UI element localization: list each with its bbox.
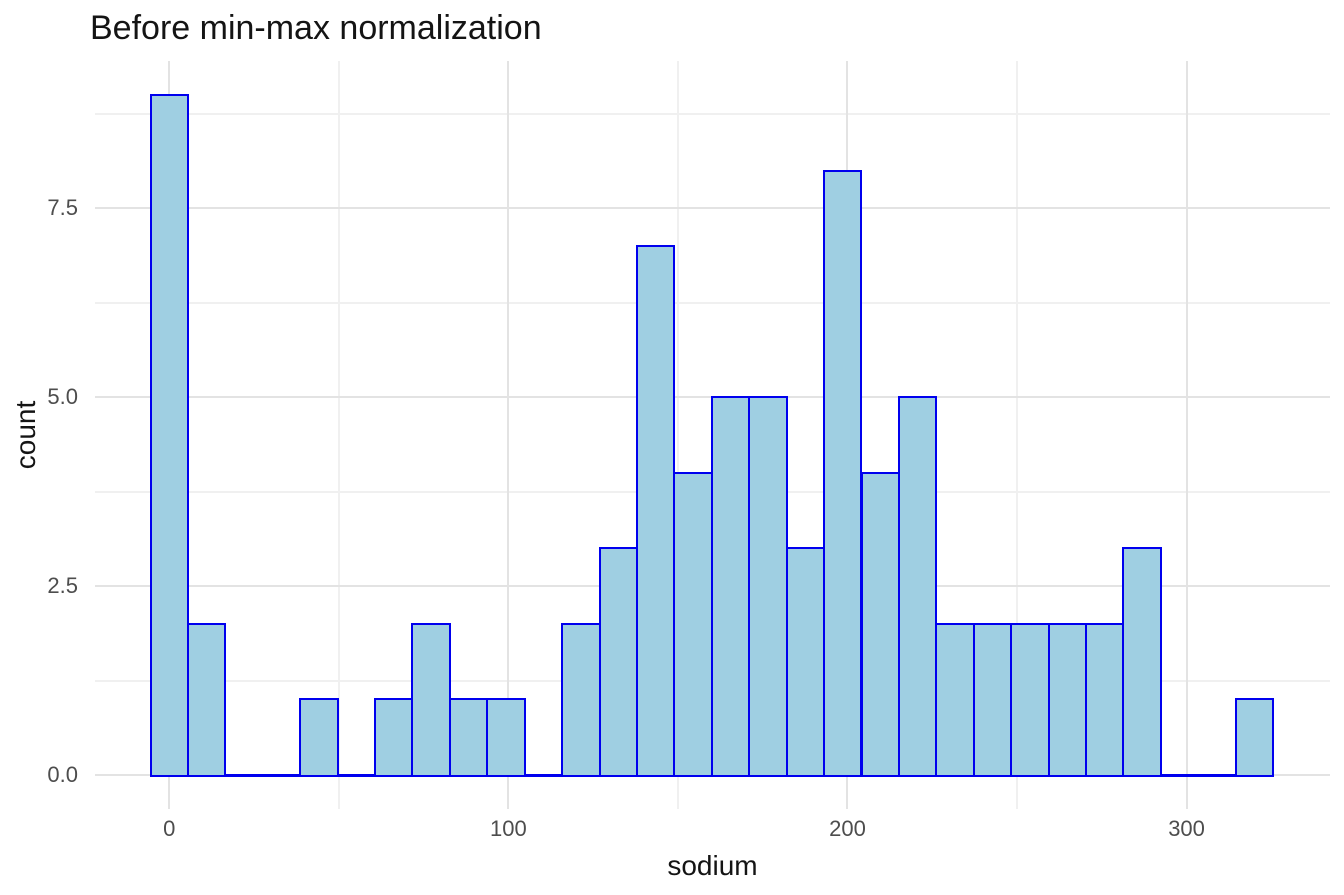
y-minor-gridline [95, 112, 1330, 115]
y-tick-label: 5.0 [47, 384, 78, 410]
x-tick-label: 100 [490, 816, 527, 841]
histogram-bar [785, 547, 826, 777]
y-axis-tick-labels: 0.0 2.5 5.0 7.5 [0, 61, 95, 809]
x-major-gridline [1185, 61, 1188, 809]
histogram-bar [149, 94, 189, 777]
histogram-bar [411, 622, 451, 777]
y-axis-title: count [10, 400, 41, 470]
histogram-bar [860, 471, 900, 777]
plot-panel [95, 61, 1330, 809]
histogram-bar [748, 396, 788, 777]
histogram-bar [1047, 622, 1087, 777]
y-minor-gridline [95, 301, 1330, 304]
histogram-bar [935, 622, 975, 777]
y-tick-label: 7.5 [47, 195, 78, 221]
histogram-bar [1085, 622, 1125, 777]
x-axis-tick-labels: 0 100 200 300 [95, 809, 1330, 849]
histogram-bar [486, 698, 526, 777]
histogram-bar [1234, 698, 1275, 777]
histogram-bar [299, 698, 339, 777]
y-tick-label: 2.5 [47, 573, 78, 599]
x-minor-gridline [337, 61, 340, 809]
histogram-bar [1010, 622, 1050, 777]
y-major-gridline [95, 207, 1330, 210]
histogram-bar [561, 622, 601, 777]
histogram-bar [186, 622, 227, 777]
histogram-bar [635, 245, 676, 777]
histogram-bar [823, 169, 863, 777]
histogram-bar [673, 471, 713, 777]
histogram-bar [598, 547, 638, 777]
histogram-bar [972, 622, 1013, 777]
histogram-bar [448, 698, 489, 777]
x-axis-title: sodium [667, 850, 758, 881]
x-tick-label: 200 [829, 816, 866, 841]
chart-title: Before min-max normalization [90, 9, 542, 47]
x-minor-gridline [1016, 61, 1018, 809]
histogram-bar [374, 698, 414, 777]
histogram-bar [1122, 547, 1162, 777]
x-major-gridline [507, 61, 510, 809]
x-minor-gridline [676, 61, 679, 809]
histogram-bar [897, 396, 938, 777]
x-tick-label: 0 [163, 816, 176, 841]
x-tick-label: 300 [1168, 816, 1205, 841]
histogram-bar [710, 396, 751, 777]
y-tick-label: 0.0 [47, 762, 78, 787]
